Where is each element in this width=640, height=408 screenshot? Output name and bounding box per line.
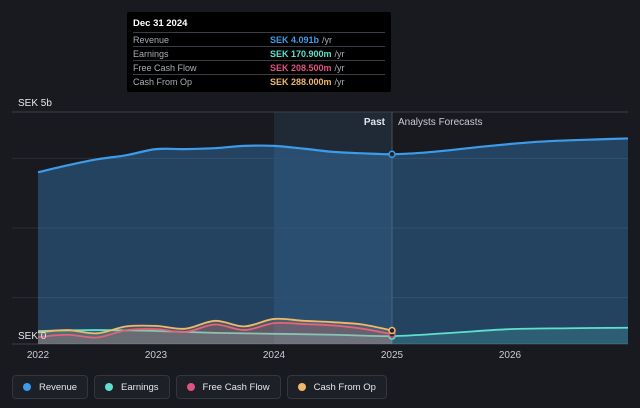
tooltip-date: Dec 31 2024 bbox=[133, 18, 188, 29]
legend: Revenue Earnings Free Cash Flow Cash From O… bbox=[12, 375, 387, 399]
series-area-cash-from-op bbox=[38, 318, 392, 344]
past-label: Past bbox=[364, 117, 386, 128]
legend-item-free-cash-flow[interactable]: Free Cash Flow bbox=[175, 375, 281, 399]
series-area-free-cash-flow bbox=[38, 322, 392, 344]
legend-label: Earnings bbox=[121, 381, 159, 393]
x-tick-label: 2022 bbox=[27, 350, 50, 361]
tooltip-row-label: Cash From Op bbox=[133, 76, 193, 87]
x-tick-label: 2025 bbox=[381, 350, 404, 361]
legend-item-revenue[interactable]: Revenue bbox=[12, 375, 89, 399]
legend-label: Cash From Op bbox=[313, 381, 376, 393]
tooltip-row: Revenue SEK 4.091b/yr bbox=[133, 32, 385, 46]
tooltip-row: Earnings SEK 170.900m/yr bbox=[133, 46, 385, 60]
x-tick-label: 2026 bbox=[499, 350, 522, 361]
legend-dot-icon bbox=[105, 383, 114, 391]
series-line-free-cash-flow bbox=[37, 321, 393, 339]
series-marker-cash-from-op bbox=[388, 326, 396, 335]
legend-item-cash-from-op[interactable]: Cash From Op bbox=[286, 375, 387, 399]
series-line-cash-from-op bbox=[37, 317, 393, 335]
legend-dot-icon bbox=[23, 383, 31, 391]
legend-item-earnings[interactable]: Earnings bbox=[94, 375, 170, 399]
tooltip: Dec 31 2024 Revenue SEK 4.091b/yr Earnings… bbox=[127, 12, 391, 92]
tooltip-row-unit: /yr bbox=[334, 48, 345, 59]
tooltip-row-unit: /yr bbox=[334, 76, 345, 87]
tooltip-row-value: SEK 4.091b bbox=[270, 34, 320, 45]
tooltip-row-unit: /yr bbox=[334, 62, 345, 73]
series-marker-revenue bbox=[388, 150, 396, 158]
x-tick-label: 2023 bbox=[145, 350, 168, 361]
tooltip-row: Cash From Op SEK 288.000m/yr bbox=[133, 74, 385, 88]
tooltip-row-label: Earnings bbox=[133, 48, 169, 59]
legend-label: Free Cash Flow bbox=[202, 381, 270, 393]
y-axis-max-label: SEK 5b bbox=[18, 98, 52, 109]
tooltip-row-label: Free Cash Flow bbox=[133, 62, 197, 73]
series-line-earnings bbox=[37, 326, 629, 338]
tooltip-row: Free Cash Flow SEK 208.500m/yr bbox=[133, 60, 385, 74]
tooltip-row-value: SEK 170.900m bbox=[270, 48, 332, 59]
legend-dot-icon bbox=[186, 383, 195, 391]
y-axis-zero-label: SEK 0 bbox=[18, 331, 47, 342]
series-area-earnings bbox=[38, 327, 628, 344]
forecast-label: Analysts Forecasts bbox=[398, 117, 482, 128]
tooltip-row-value: SEK 208.500m bbox=[270, 62, 332, 73]
series-area-revenue bbox=[38, 138, 628, 344]
legend-label: Revenue bbox=[39, 381, 78, 393]
tooltip-row-value: SEK 288.000m bbox=[270, 76, 332, 87]
tooltip-row-unit: /yr bbox=[322, 34, 333, 45]
series-line-revenue bbox=[37, 137, 629, 174]
x-tick-label: 2024 bbox=[263, 350, 286, 361]
tooltip-row-label: Revenue bbox=[133, 34, 170, 45]
legend-dot-icon bbox=[297, 383, 306, 391]
